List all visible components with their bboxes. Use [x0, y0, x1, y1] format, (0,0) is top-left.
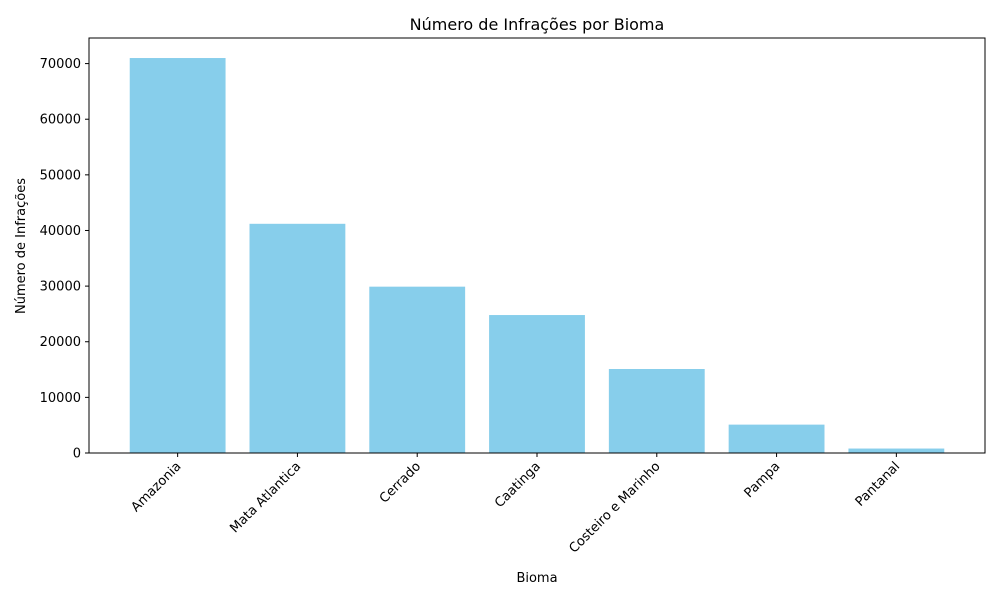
x-tick-label: Caatinga — [492, 459, 544, 511]
bar-pampa — [728, 424, 825, 453]
x-tick-label: Pampa — [742, 459, 784, 501]
y-axis-ticks: 0 10000 20000 30000 40000 50000 60000 70000 — [40, 57, 89, 462]
y-tick-label: 50000 — [40, 168, 81, 183]
y-tick-label: 40000 — [40, 224, 81, 239]
x-tick-label: Amazonia — [129, 459, 185, 515]
bar-pantanal — [848, 448, 945, 453]
x-tick-label: Pantanal — [853, 459, 903, 509]
bar-mata-atlantica — [249, 223, 346, 453]
y-tick-label: 0 — [73, 447, 81, 462]
y-tick-label: 30000 — [40, 280, 81, 295]
y-tick-label: 70000 — [40, 57, 81, 72]
plot-frame — [88, 37, 986, 454]
y-tick-label: 20000 — [40, 335, 81, 350]
x-axis-ticks: Amazonia Mata Atlantica Cerrado Caatinga Cos… — [129, 453, 903, 556]
bars-group — [129, 58, 945, 453]
y-tick-label: 10000 — [40, 391, 81, 406]
bar-cerrado — [369, 286, 466, 453]
y-tick-label: 60000 — [40, 113, 81, 128]
bar-caatinga — [489, 315, 585, 453]
y-axis-label: Número de Infrações — [14, 178, 29, 314]
x-axis-label: Bioma — [516, 571, 557, 586]
bar-amazonia — [129, 58, 226, 453]
chart-title: Número de Infrações por Bioma — [410, 15, 665, 34]
bar-costeiro-e-marinho — [608, 369, 705, 453]
x-tick-label: Mata Atlantica — [227, 459, 304, 536]
x-tick-label: Cerrado — [377, 459, 424, 506]
x-tick-label: Costeiro e Marinho — [566, 459, 663, 556]
